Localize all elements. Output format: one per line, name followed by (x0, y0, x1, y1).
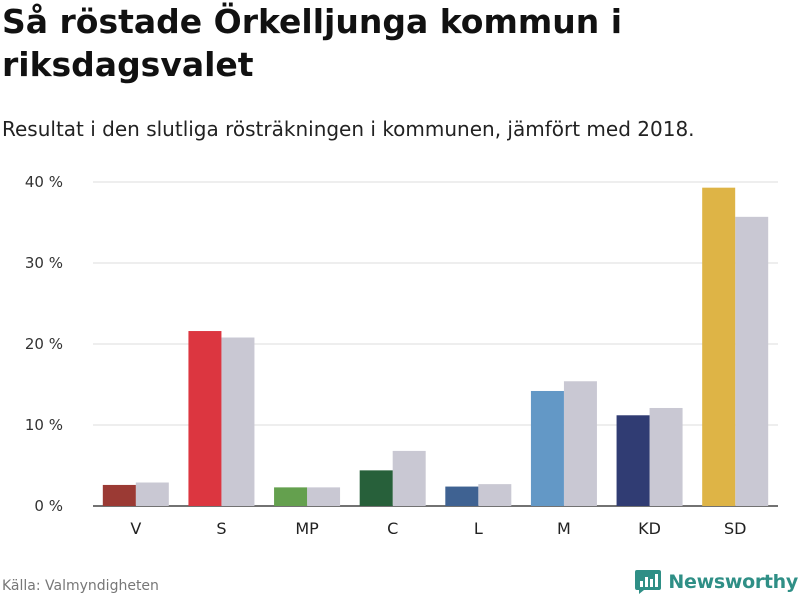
x-tick-label: KD (638, 519, 661, 538)
y-axis-tick-labels: 0 % 10 % 20 % 30 % 40 % (25, 173, 63, 515)
y-tick-label: 30 % (25, 254, 63, 272)
bar-2022-s (188, 331, 222, 506)
bar-2018-m (563, 381, 597, 506)
bar-2022-sd (702, 187, 736, 507)
bars (102, 187, 769, 507)
brand-name: Newsworthy (668, 571, 798, 593)
bar-chart: 0 % 10 % 20 % 30 % 40 % V S MP C L M KD SD (25, 173, 778, 538)
bar-2022-kd (616, 415, 650, 506)
x-tick-label: L (474, 519, 483, 538)
bar-2018-l (478, 484, 512, 506)
brand-logo: Newsworthy (634, 569, 798, 595)
x-axis-category-labels: V S MP C L M KD SD (130, 519, 746, 538)
x-tick-label: V (130, 519, 141, 538)
bar-2022-m (530, 390, 564, 506)
chart-subtitle: Resultat i den slutliga rösträkningen i … (2, 117, 695, 141)
bar-2022-c (359, 470, 393, 506)
y-tick-label: 10 % (25, 416, 63, 434)
bar-2018-sd (735, 216, 769, 506)
y-tick-label: 20 % (25, 335, 63, 353)
bar-2022-mp (274, 487, 308, 506)
x-tick-label: MP (295, 519, 319, 538)
x-tick-label: C (387, 519, 398, 538)
bar-2018-kd (649, 407, 683, 506)
chart-title: Så röstade Örkelljunga kommun i riksdags… (2, 2, 623, 84)
x-tick-label: SD (724, 519, 746, 538)
x-tick-label: S (216, 519, 226, 538)
bar-2022-l (445, 486, 479, 506)
bar-2018-v (135, 482, 169, 506)
y-tick-label: 40 % (25, 173, 63, 191)
bar-2018-mp (307, 487, 341, 506)
x-tick-label: M (557, 519, 571, 538)
y-tick-label: 0 % (34, 497, 63, 515)
bar-2018-c (392, 450, 426, 506)
newsworthy-logo-icon (635, 570, 662, 594)
bar-2018-s (221, 337, 255, 506)
source-note: Källa: Valmyndigheten (2, 578, 159, 594)
bar-2022-v (102, 484, 136, 506)
